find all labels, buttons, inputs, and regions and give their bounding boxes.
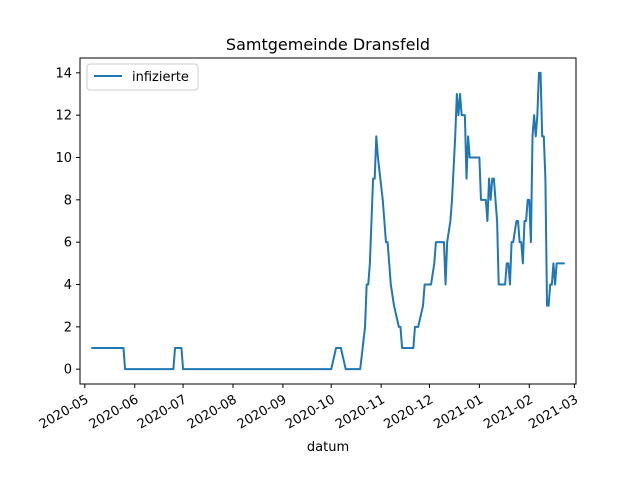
y-tick-label: 0 [64, 363, 72, 378]
y-tick-label: 2 [64, 320, 72, 335]
legend-box [86, 63, 199, 91]
y-tick-label: 10 [55, 151, 72, 166]
y-tick-label: 4 [64, 278, 72, 293]
series-line-infizierte [91, 71, 565, 371]
y-tick-label: 8 [64, 193, 72, 208]
y-tick-label: 6 [64, 236, 72, 251]
y-tick-label: 12 [55, 109, 72, 124]
y-tick-label: 14 [55, 66, 72, 81]
legend: infizierte [86, 63, 199, 91]
legend-label-infizierte: infizierte [132, 70, 189, 85]
plot-frame [79, 57, 577, 385]
y-axis: 0 2 4 6 8 10 12 14 [55, 66, 80, 378]
chart-title: Samtgemeinde Dransfeld [226, 35, 430, 54]
x-axis-label: datum [307, 440, 349, 455]
plot-area [91, 71, 565, 371]
